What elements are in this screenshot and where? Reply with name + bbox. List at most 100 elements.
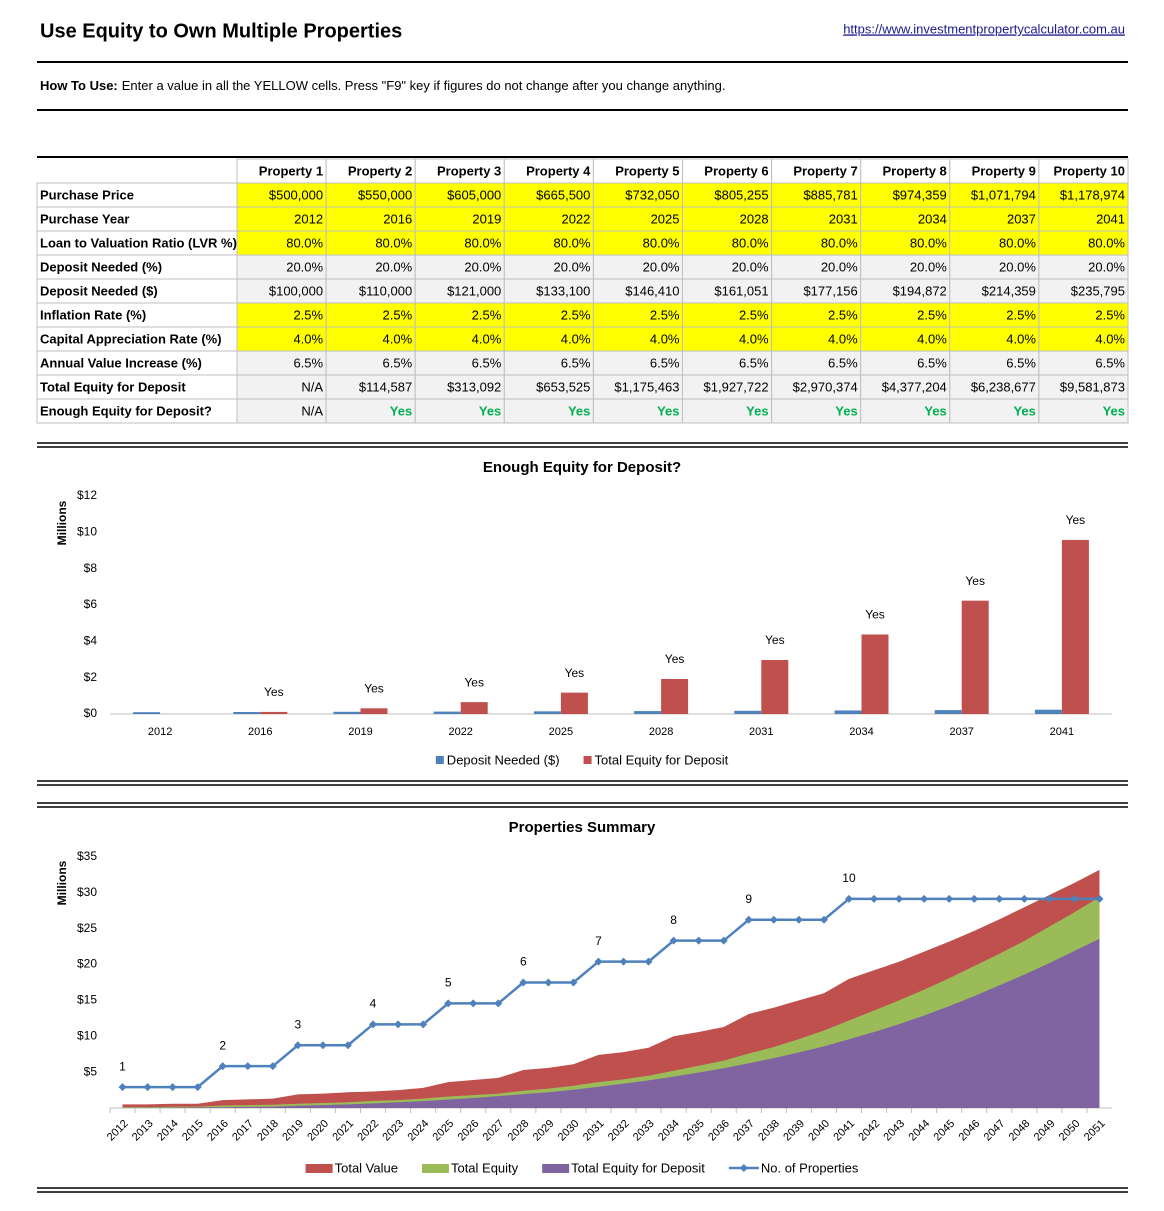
marker bbox=[544, 978, 553, 987]
cell-value: 4.0% bbox=[1006, 331, 1036, 346]
column-header: Property 6 bbox=[704, 163, 768, 178]
bar bbox=[934, 710, 962, 714]
legend-swatch bbox=[435, 756, 444, 764]
table-cell bbox=[503, 254, 594, 280]
cell-value: 80.0% bbox=[643, 235, 680, 250]
site-link[interactable]: https://www.investmentpropertycalculator… bbox=[843, 21, 1125, 36]
cell-value: N/A bbox=[301, 403, 323, 418]
row-label: Deposit Needed (%) bbox=[40, 259, 162, 274]
y-tick-label: $6 bbox=[84, 597, 98, 611]
cell-value: $805,255 bbox=[714, 187, 768, 202]
cell-value: 2041 bbox=[1096, 211, 1125, 226]
table-cell bbox=[325, 398, 416, 424]
marker bbox=[995, 894, 1004, 903]
legend-swatch bbox=[542, 1164, 570, 1173]
header-cell bbox=[1038, 158, 1129, 184]
cell-value: 4.0% bbox=[1095, 331, 1125, 346]
data-label: 8 bbox=[670, 913, 677, 927]
marker bbox=[619, 957, 628, 966]
cell-value: 2037 bbox=[1007, 211, 1036, 226]
table-cell bbox=[236, 230, 327, 256]
cell-value: $665,500 bbox=[536, 187, 590, 202]
column-header: Property 10 bbox=[1053, 163, 1125, 178]
cell-value: $313,092 bbox=[447, 379, 501, 394]
cell-value: Yes bbox=[746, 403, 768, 418]
instructions-text: Enter a value in all the YELLOW cells. P… bbox=[122, 78, 726, 93]
table-cell bbox=[949, 398, 1040, 424]
row-label: Inflation Rate (%) bbox=[40, 307, 146, 322]
cell-value: 80.0% bbox=[999, 235, 1036, 250]
cell-value: $194,872 bbox=[893, 283, 947, 298]
cell-value: 2.5% bbox=[561, 307, 591, 322]
cell-value: 6.5% bbox=[828, 355, 858, 370]
bar bbox=[734, 710, 762, 714]
bar bbox=[861, 634, 889, 714]
cell-value: 2.5% bbox=[739, 307, 769, 322]
table-cell bbox=[860, 254, 951, 280]
row-label: Total Equity for Deposit bbox=[40, 379, 186, 394]
line bbox=[122, 897, 1100, 1089]
bar bbox=[1061, 539, 1089, 714]
legend-swatch bbox=[421, 1164, 449, 1173]
cell-value: 2.5% bbox=[1006, 307, 1036, 322]
y-tick-label: $10 bbox=[77, 1028, 97, 1042]
bar bbox=[360, 708, 388, 714]
cell-value: 6.5% bbox=[383, 355, 413, 370]
cell-value: 2.5% bbox=[650, 307, 680, 322]
legend-label: Total Equity bbox=[451, 1160, 519, 1175]
table-cell bbox=[236, 254, 327, 280]
bar bbox=[533, 711, 561, 714]
chart: Properties Summary Millions $5 $10 $15 $20 $25… bbox=[55, 819, 1112, 1175]
cell-value: $4,377,204 bbox=[882, 379, 947, 394]
table-cell bbox=[236, 182, 327, 208]
header-cell bbox=[860, 158, 951, 184]
page-title: Use Equity to Own Multiple Properties bbox=[40, 20, 402, 42]
y-tick-label: $2 bbox=[84, 670, 98, 684]
cell-value: Yes bbox=[1103, 403, 1125, 418]
marker bbox=[870, 894, 879, 903]
cell-value: 20.0% bbox=[999, 259, 1036, 274]
x-tick-label: 2012 bbox=[148, 726, 172, 738]
table-cell bbox=[1038, 398, 1129, 424]
marker bbox=[343, 1041, 352, 1050]
table-cell bbox=[682, 254, 773, 280]
marker bbox=[193, 1083, 202, 1092]
x-tick-label: 2031 bbox=[749, 726, 773, 738]
marker bbox=[419, 1020, 428, 1029]
data-label: Yes bbox=[565, 666, 585, 680]
cell-value: 2.5% bbox=[917, 307, 947, 322]
data-label: 6 bbox=[520, 955, 527, 969]
marker bbox=[1045, 894, 1054, 903]
data-label: Yes bbox=[965, 574, 985, 588]
y-tick-label: $8 bbox=[84, 561, 98, 575]
cell-value: 2022 bbox=[561, 211, 590, 226]
legend-label: Total Value bbox=[335, 1160, 398, 1175]
cell-value: 4.0% bbox=[828, 331, 858, 346]
bar bbox=[560, 692, 588, 714]
cell-value: 2031 bbox=[829, 211, 858, 226]
cell-value: 6.5% bbox=[472, 355, 502, 370]
column-header: Property 7 bbox=[793, 163, 857, 178]
data-label: Yes bbox=[464, 675, 484, 689]
cell-value: $1,178,974 bbox=[1060, 187, 1125, 202]
y-tick-label: $12 bbox=[77, 488, 97, 502]
marker bbox=[444, 999, 453, 1008]
cell-value: 6.5% bbox=[917, 355, 947, 370]
table-cell bbox=[503, 398, 594, 424]
instructions-label: How To Use: bbox=[40, 78, 118, 93]
table-cell bbox=[592, 182, 684, 208]
cell-value: 2012 bbox=[294, 211, 323, 226]
legend-swatch bbox=[583, 756, 592, 764]
marker bbox=[369, 1020, 378, 1029]
cell-value: $161,051 bbox=[714, 283, 768, 298]
y-tick-label: $10 bbox=[77, 525, 97, 539]
table-cell bbox=[949, 278, 1040, 304]
bar bbox=[433, 711, 461, 714]
cell-value: 80.0% bbox=[464, 235, 501, 250]
data-label: 5 bbox=[445, 976, 452, 990]
table-cell bbox=[682, 374, 773, 400]
cell-value: 6.5% bbox=[739, 355, 769, 370]
cell-value: $605,000 bbox=[447, 187, 501, 202]
x-tick-label: 2028 bbox=[649, 726, 673, 738]
bar bbox=[133, 712, 161, 714]
